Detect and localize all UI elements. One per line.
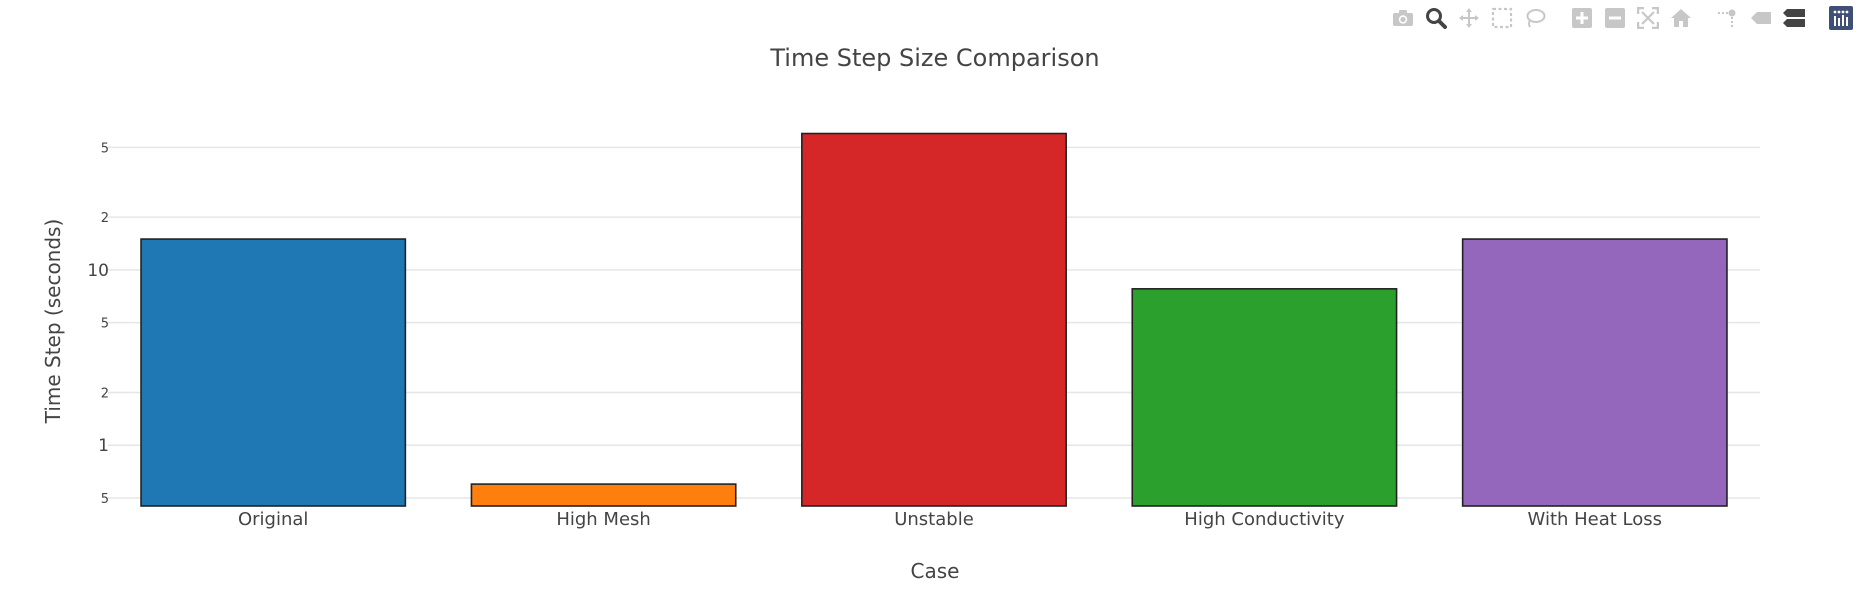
zoom-in-icon[interactable] (1565, 4, 1598, 32)
x-tick-labels: Original High Mesh Unstable High Conductivi… (238, 509, 1662, 530)
zoom-out-icon[interactable] (1598, 4, 1631, 32)
chart-title: Time Step Size Comparison (769, 44, 1099, 72)
x-tick-label: With Heat Loss (1528, 509, 1663, 530)
y-tick-label: 2 (101, 211, 109, 226)
pan-icon[interactable] (1452, 4, 1485, 32)
x-tick-label: High Conductivity (1184, 509, 1345, 530)
x-axis-title: Case (911, 559, 960, 583)
y-axis-title: Time Step (seconds) (41, 219, 65, 425)
y-tick-label: 2 (101, 386, 109, 401)
lasso-select-icon[interactable] (1518, 4, 1551, 32)
y-tick-label: 5 (101, 317, 109, 332)
bar-high-mesh[interactable] (470, 483, 737, 507)
y-tick-labels: 5 1 2 5 10 2 5 (87, 141, 109, 507)
y-tick-label: 5 (101, 492, 109, 507)
bar-high-conductivity[interactable] (1131, 288, 1398, 507)
bar-original[interactable] (140, 238, 407, 507)
y-tick-label: 10 (87, 261, 109, 281)
spike-lines-icon[interactable] (1711, 4, 1744, 32)
bar-unstable[interactable] (801, 132, 1067, 507)
hover-closest-icon[interactable] (1744, 4, 1777, 32)
plotly-logo-icon[interactable] (1824, 4, 1857, 32)
modebar-toolbar (1386, 4, 1857, 32)
y-tick-label: 1 (98, 436, 109, 456)
camera-icon[interactable] (1386, 4, 1419, 32)
bars[interactable] (140, 132, 1728, 507)
hover-compare-icon[interactable] (1777, 4, 1810, 32)
x-tick-label: High Mesh (556, 509, 650, 530)
autoscale-icon[interactable] (1631, 4, 1664, 32)
reset-axes-icon[interactable] (1664, 4, 1697, 32)
y-tick-label: 5 (101, 141, 109, 156)
zoom-icon[interactable] (1419, 4, 1452, 32)
x-tick-label: Unstable (894, 509, 974, 530)
x-tick-label: Original (238, 509, 308, 530)
bar-with-heat-loss[interactable] (1461, 238, 1728, 507)
box-select-icon[interactable] (1485, 4, 1518, 32)
